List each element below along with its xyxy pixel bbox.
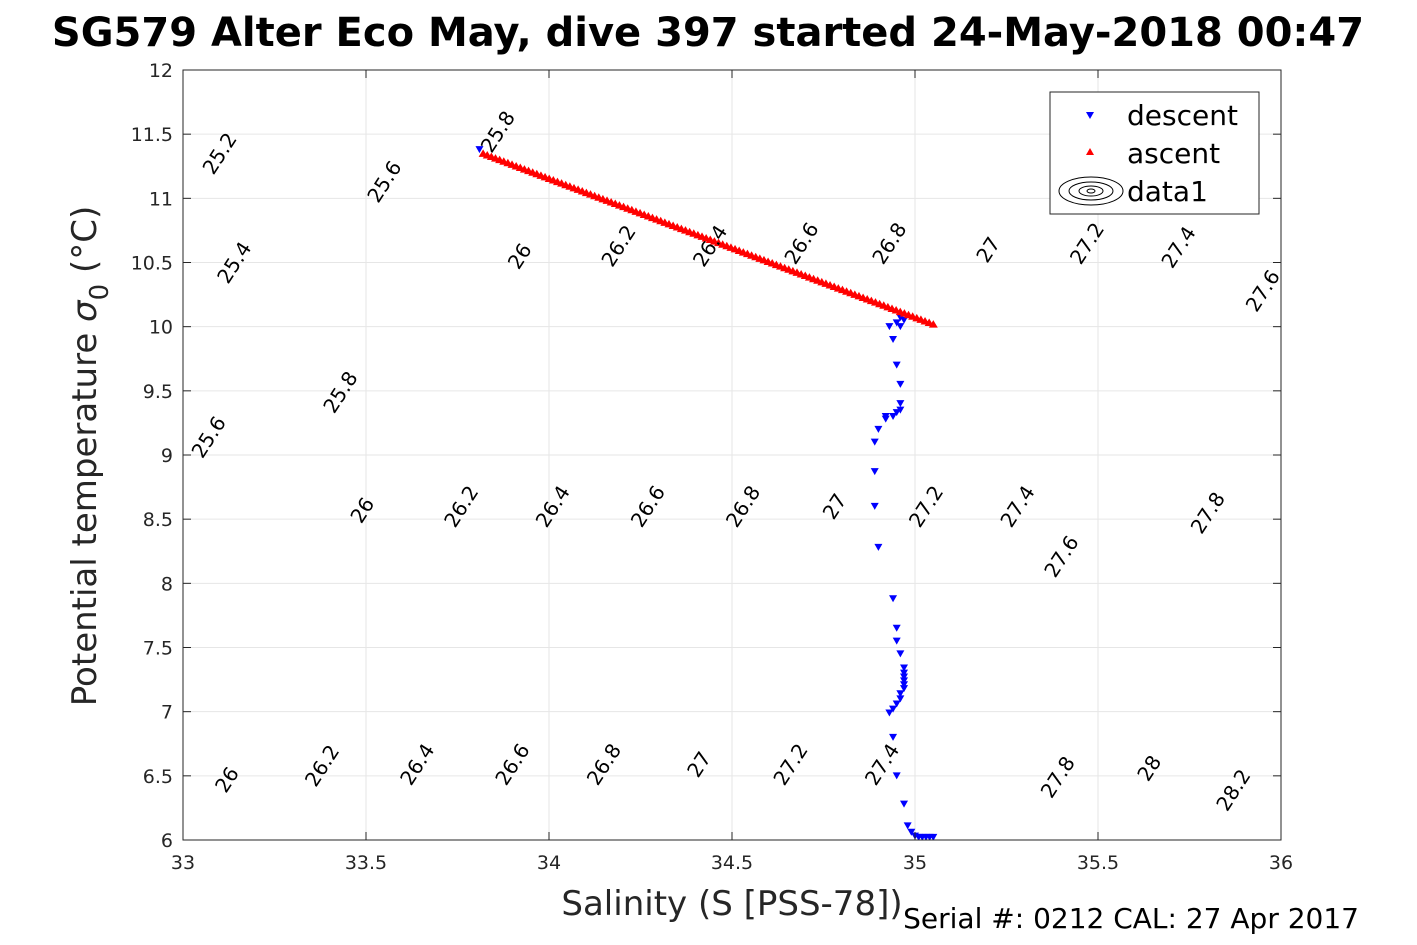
legend-ascent-marker <box>1086 148 1094 155</box>
y-tick-label: 7 <box>161 702 173 724</box>
descent-marker <box>929 833 938 840</box>
descent-marker <box>892 319 901 327</box>
y-tick-label: 9 <box>161 445 173 467</box>
y-tick-label: 12 <box>149 60 173 82</box>
descent-marker <box>900 316 909 324</box>
descent-marker <box>881 415 890 423</box>
y-tick-label: 6 <box>161 830 173 852</box>
descent-marker <box>889 705 898 713</box>
y-tick-label: 11.5 <box>131 124 173 146</box>
x-tick-label: 35 <box>903 852 927 874</box>
descent-marker <box>885 709 894 717</box>
x-tick-label: 36 <box>1269 852 1293 874</box>
descent-marker <box>889 733 898 741</box>
y-axis-label-unit: (°C) <box>65 206 105 284</box>
y-tick-label: 6.5 <box>143 766 173 788</box>
axis-ticks: 33 33.5 34 34.5 35 35.5 36 6 6.5 7 7.5 8 8.5 9 9.5 10 10… <box>131 60 1293 874</box>
descent-marker <box>896 695 905 703</box>
descent-marker <box>903 822 912 830</box>
x-tick-label: 35.5 <box>1077 852 1119 874</box>
descent-marker <box>892 409 901 417</box>
legend-ascent-label: ascent <box>1127 137 1220 170</box>
descent-marker <box>874 543 883 551</box>
y-axis-label-subscript: 0 <box>85 284 115 301</box>
legend-descent-marker <box>1086 112 1094 119</box>
data-markers <box>475 146 938 840</box>
descent-marker <box>892 624 901 632</box>
descent-marker <box>896 323 905 331</box>
descent-marker <box>900 677 909 685</box>
descent-marker <box>892 772 901 780</box>
descent-marker <box>900 685 909 693</box>
descent-marker <box>874 425 883 433</box>
descent-marker <box>889 595 898 603</box>
legend-data1-label: data1 <box>1127 175 1208 208</box>
descent-marker <box>475 146 484 154</box>
descent-marker <box>896 650 905 658</box>
y-tick-label: 10 <box>149 317 173 339</box>
descent-marker <box>889 336 898 343</box>
y-tick-label: 10.5 <box>131 253 173 275</box>
y-axis-label: Potential temperature σ0 (°C) <box>65 206 115 706</box>
y-axis-label-sigma: σ <box>65 299 105 322</box>
descent-marker <box>896 406 905 414</box>
y-tick-label: 11 <box>149 188 173 210</box>
descent-marker <box>896 380 905 388</box>
descent-marker <box>870 468 879 476</box>
x-tick-label: 33.5 <box>345 852 387 874</box>
descent-marker <box>900 664 909 672</box>
descent-marker <box>907 828 916 836</box>
descent-marker <box>900 673 909 681</box>
x-tick-label: 34 <box>537 852 561 874</box>
descent-marker <box>896 400 905 408</box>
descent-marker <box>892 361 901 369</box>
descent-marker <box>870 502 879 510</box>
descent-marker <box>892 700 901 708</box>
legend-contour-icon <box>1058 176 1124 206</box>
y-tick-label: 9.5 <box>143 381 173 403</box>
y-tick-label: 8.5 <box>143 509 173 531</box>
legend-descent-label: descent <box>1127 99 1238 132</box>
descent-marker <box>900 800 909 808</box>
descent-marker <box>900 681 909 689</box>
y-axis-label-main: Potential temperature <box>65 322 105 706</box>
chart-title: SG579 Alter Eco May, dive 397 started 24… <box>52 10 1364 56</box>
ascent-marker <box>928 320 938 328</box>
descent-marker <box>870 438 879 446</box>
descent-marker <box>892 637 901 645</box>
legend-box <box>1049 91 1260 215</box>
descent-marker <box>885 323 894 331</box>
descent-marker <box>889 413 898 420</box>
descent-marker <box>900 669 909 677</box>
x-axis-label: Salinity (S [PSS-78]) <box>561 884 902 924</box>
y-tick-label: 8 <box>161 573 173 595</box>
y-tick-label: 7.5 <box>143 638 173 660</box>
footer-serial-cal: Serial #: 0212 CAL: 27 Apr 2017 <box>903 902 1359 935</box>
descent-marker <box>896 690 905 698</box>
x-tick-label: 33 <box>171 852 195 874</box>
x-tick-label: 34.5 <box>711 852 753 874</box>
legend: descent ascent data1 <box>1049 91 1260 215</box>
